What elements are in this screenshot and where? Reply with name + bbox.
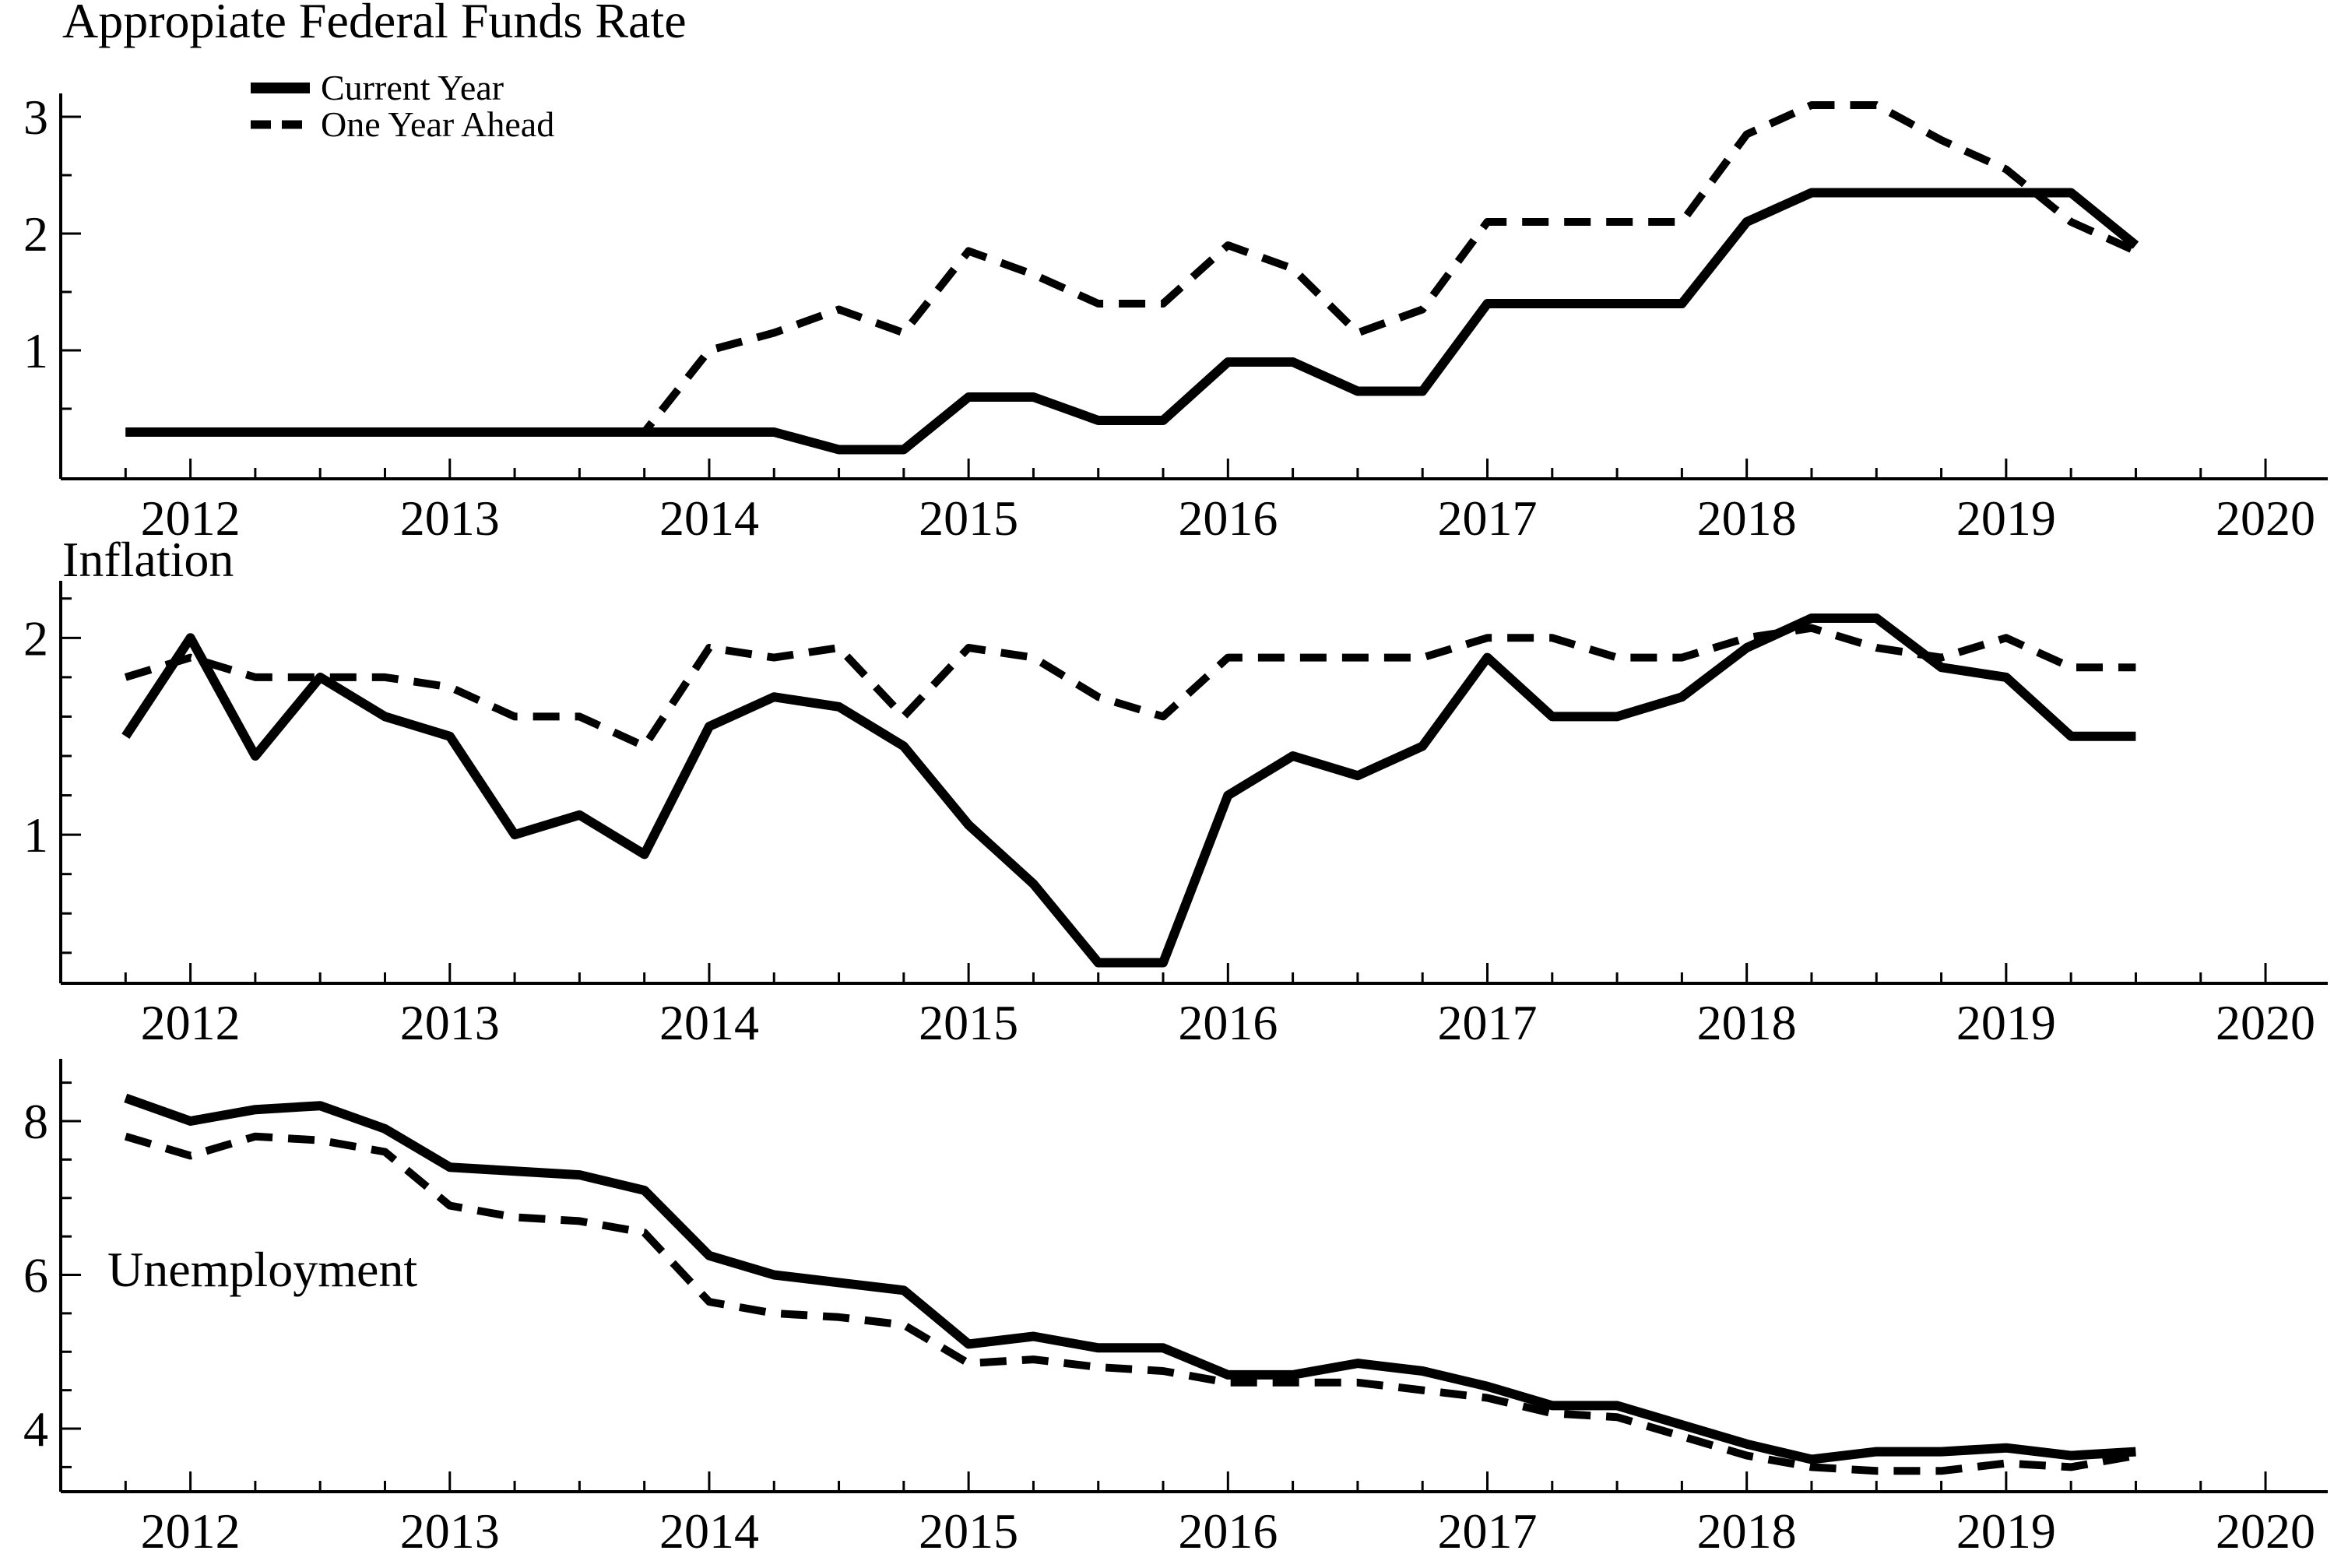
y-tick-label: 2 <box>23 206 48 262</box>
x-tick-label: 2016 <box>1178 995 1278 1050</box>
series-one-year-ahead-line <box>125 101 2138 436</box>
x-tick-label: 2019 <box>1956 995 2056 1050</box>
x-tick-label: 2019 <box>1956 1503 2056 1559</box>
y-tick-label: 1 <box>23 323 48 378</box>
unemployment-plot-area: 2012 2013 2014 2015 2016 2017 2018 2019 2020 4 6 8 <box>23 1059 2328 1559</box>
fed-funds-plot-area: 2012 2013 2014 2015 2016 2017 2018 2019 2020 1 2 3 <box>23 90 2328 546</box>
x-tick-label: 2016 <box>1178 490 1278 546</box>
series-one-year-ahead-line <box>124 624 2136 751</box>
x-tick-label: 2015 <box>919 995 1018 1050</box>
x-tick-label: 2018 <box>1697 995 1797 1050</box>
x-tick-label: 2012 <box>141 995 241 1050</box>
x-tick-label: 2017 <box>1437 490 1537 546</box>
legend-label-current-year: Current Year <box>321 68 504 107</box>
x-tick-label: 2014 <box>659 490 759 546</box>
panel-title-inflation: Inflation <box>62 532 234 587</box>
x-tick-label: 2017 <box>1437 1503 1537 1559</box>
x-tick-label: 2013 <box>400 995 500 1050</box>
x-tick-label: 2014 <box>659 995 759 1050</box>
legend-label-one-year-ahead: One Year Ahead <box>321 104 554 144</box>
x-tick-label: 2020 <box>2216 995 2315 1050</box>
series-current-year-line <box>121 613 2136 968</box>
y-tick-label: 1 <box>23 807 48 863</box>
x-tick-label: 2017 <box>1437 995 1537 1050</box>
x-tick-label: 2020 <box>2216 490 2315 546</box>
y-tick-label: 3 <box>23 90 48 145</box>
series-current-year-line <box>125 188 2139 455</box>
panel-inflation: Inflation 2012 2013 2014 2015 2016 2017 2018 20… <box>23 532 2328 1050</box>
x-tick-label: 2018 <box>1697 1503 1797 1559</box>
series-one-year-ahead-line <box>124 1132 2137 1475</box>
x-tick-label: 2015 <box>919 1503 1018 1559</box>
y-tick-label: 8 <box>23 1094 48 1149</box>
x-tick-label: 2013 <box>400 1503 500 1559</box>
panel-title-fed-funds-rate: Appropiate Federal Funds Rate <box>62 0 687 48</box>
x-tick-label: 2020 <box>2216 1503 2315 1559</box>
inflation-plot-area: 2012 2013 2014 2015 2016 2017 2018 2019 2020 1 2 <box>23 581 2328 1050</box>
x-tick-label: 2015 <box>919 490 1018 546</box>
series-current-year-line <box>124 1093 2136 1464</box>
legend: Current Year One Year Ahead <box>251 68 554 144</box>
x-tick-label: 2018 <box>1697 490 1797 546</box>
x-tick-label: 2012 <box>141 490 241 546</box>
panel-title-unemployment: Unemployment <box>107 1242 417 1297</box>
panel-unemployment: Unemployment 2012 2013 2014 2015 2016 2017 201… <box>23 1059 2328 1559</box>
x-tick-label: 2016 <box>1178 1503 1278 1559</box>
x-tick-label: 2013 <box>400 490 500 546</box>
y-tick-label: 2 <box>23 610 48 666</box>
panel-fed-funds-rate: Appropiate Federal Funds Rate 2012 2013 20… <box>23 0 2328 546</box>
x-tick-label: 2014 <box>659 1503 759 1559</box>
y-tick-label: 4 <box>23 1401 48 1457</box>
x-tick-label: 2019 <box>1956 490 2056 546</box>
x-tick-label: 2012 <box>141 1503 241 1559</box>
y-tick-label: 6 <box>23 1248 48 1303</box>
